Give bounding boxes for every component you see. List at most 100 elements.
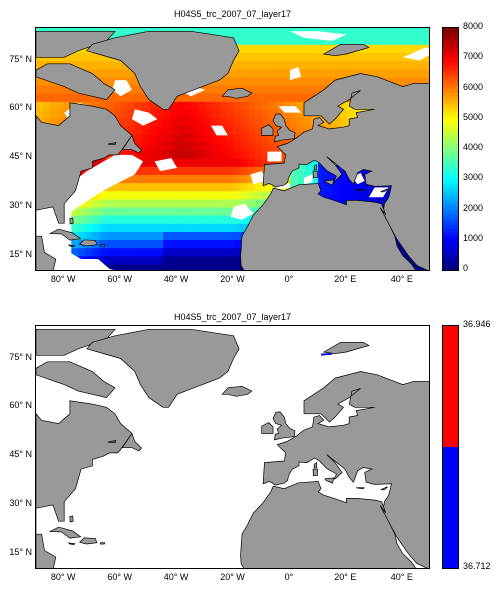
no-data-area: [210, 125, 228, 136]
data-cell: [402, 60, 411, 70]
colorbar-swatch: [443, 118, 458, 124]
data-cell: [409, 36, 418, 45]
data-cell: [409, 68, 418, 78]
data-cell: [321, 352, 333, 356]
data-cell: [304, 125, 312, 135]
data-cell: [205, 150, 213, 159]
data-cell: [240, 68, 249, 78]
land-africa: [240, 183, 416, 270]
data-cell: [395, 239, 404, 249]
data-cell: [170, 223, 178, 232]
data-cell: [219, 150, 228, 159]
data-cell: [141, 263, 150, 270]
data-cell: [367, 68, 376, 78]
data-cell: [92, 223, 101, 232]
data-cell: [120, 182, 129, 192]
data-cell: [240, 215, 249, 224]
data-cell: [212, 158, 220, 167]
data-cell: [113, 231, 122, 241]
data-cell: [120, 231, 129, 241]
data-cell: [240, 117, 249, 127]
data-cell: [57, 109, 65, 119]
data-cell: [388, 36, 397, 45]
data-cell: [297, 60, 305, 70]
data-cell: [212, 255, 220, 265]
data-cell: [282, 36, 291, 45]
data-cell: [233, 166, 242, 176]
land-sicily: [324, 477, 335, 484]
data-cell: [170, 263, 178, 270]
data-cell: [226, 150, 235, 159]
data-cell: [212, 117, 220, 127]
data-cell: [311, 76, 319, 86]
data-cell: [134, 206, 143, 216]
data-cell: [36, 109, 44, 119]
data-cell: [120, 68, 129, 78]
data-cell: [198, 93, 206, 102]
data-cell: [163, 190, 171, 200]
land-puerto-rico: [99, 244, 106, 247]
data-cell: [134, 84, 143, 94]
data-cell: [360, 60, 369, 70]
data-cell: [127, 182, 136, 192]
data-cell: [148, 231, 157, 241]
data-cell: [374, 60, 383, 70]
data-cell: [318, 60, 326, 70]
data-cell: [240, 101, 249, 110]
colorbar-swatch: [443, 65, 458, 71]
data-cell: [170, 117, 178, 127]
data-cell: [423, 76, 429, 86]
land-cuba: [48, 526, 82, 539]
data-cell: [78, 231, 86, 241]
data-cell: [198, 28, 206, 37]
data-cell: [99, 198, 108, 208]
data-cell: [163, 263, 171, 270]
data-cell: [339, 198, 347, 208]
colorbar-tick-label: 8000: [463, 21, 484, 31]
y-tick-label: 60° N: [9, 102, 32, 113]
data-cell: [360, 36, 369, 45]
land-anticosti: [107, 440, 117, 444]
data-cell: [339, 166, 347, 176]
data-cell: [219, 239, 228, 249]
data-cell: [226, 133, 235, 143]
data-cell: [346, 182, 355, 192]
colorbar-swatch: [443, 247, 458, 252]
data-cell: [120, 198, 129, 208]
data-cell: [106, 68, 115, 78]
data-cell: [297, 117, 305, 127]
data-cell: [113, 182, 122, 192]
colorbar-swatch: [443, 254, 458, 260]
data-cell: [71, 60, 79, 70]
data-cell: [318, 174, 326, 184]
data-cell: [233, 36, 242, 45]
colorbar-swatch-red: [443, 326, 458, 447]
data-cell: [254, 133, 263, 143]
data-cell: [212, 198, 220, 208]
data-cell: [78, 52, 86, 62]
data-cell: [353, 182, 362, 192]
data-cell: [127, 231, 136, 241]
data-cell: [141, 223, 150, 232]
data-cell: [226, 231, 235, 241]
data-cell: [247, 166, 256, 176]
data-cell: [212, 190, 220, 200]
data-cell: [268, 76, 277, 86]
data-cell: [311, 52, 319, 62]
data-cell: [120, 190, 129, 200]
data-cell: [219, 190, 228, 200]
data-cell: [205, 215, 213, 224]
data-cell: [120, 239, 129, 249]
data-cell: [240, 28, 249, 37]
data-cell: [226, 28, 235, 37]
data-cell: [261, 44, 270, 54]
data-cell: [177, 231, 185, 241]
data-cell: [240, 125, 249, 135]
data-cell: [170, 182, 178, 192]
data-cell: [198, 133, 206, 143]
data-cell: [275, 76, 284, 86]
data-cell: [367, 182, 376, 192]
data-cell: [205, 125, 213, 135]
data-cell: [184, 263, 192, 270]
data-cell: [134, 255, 143, 265]
